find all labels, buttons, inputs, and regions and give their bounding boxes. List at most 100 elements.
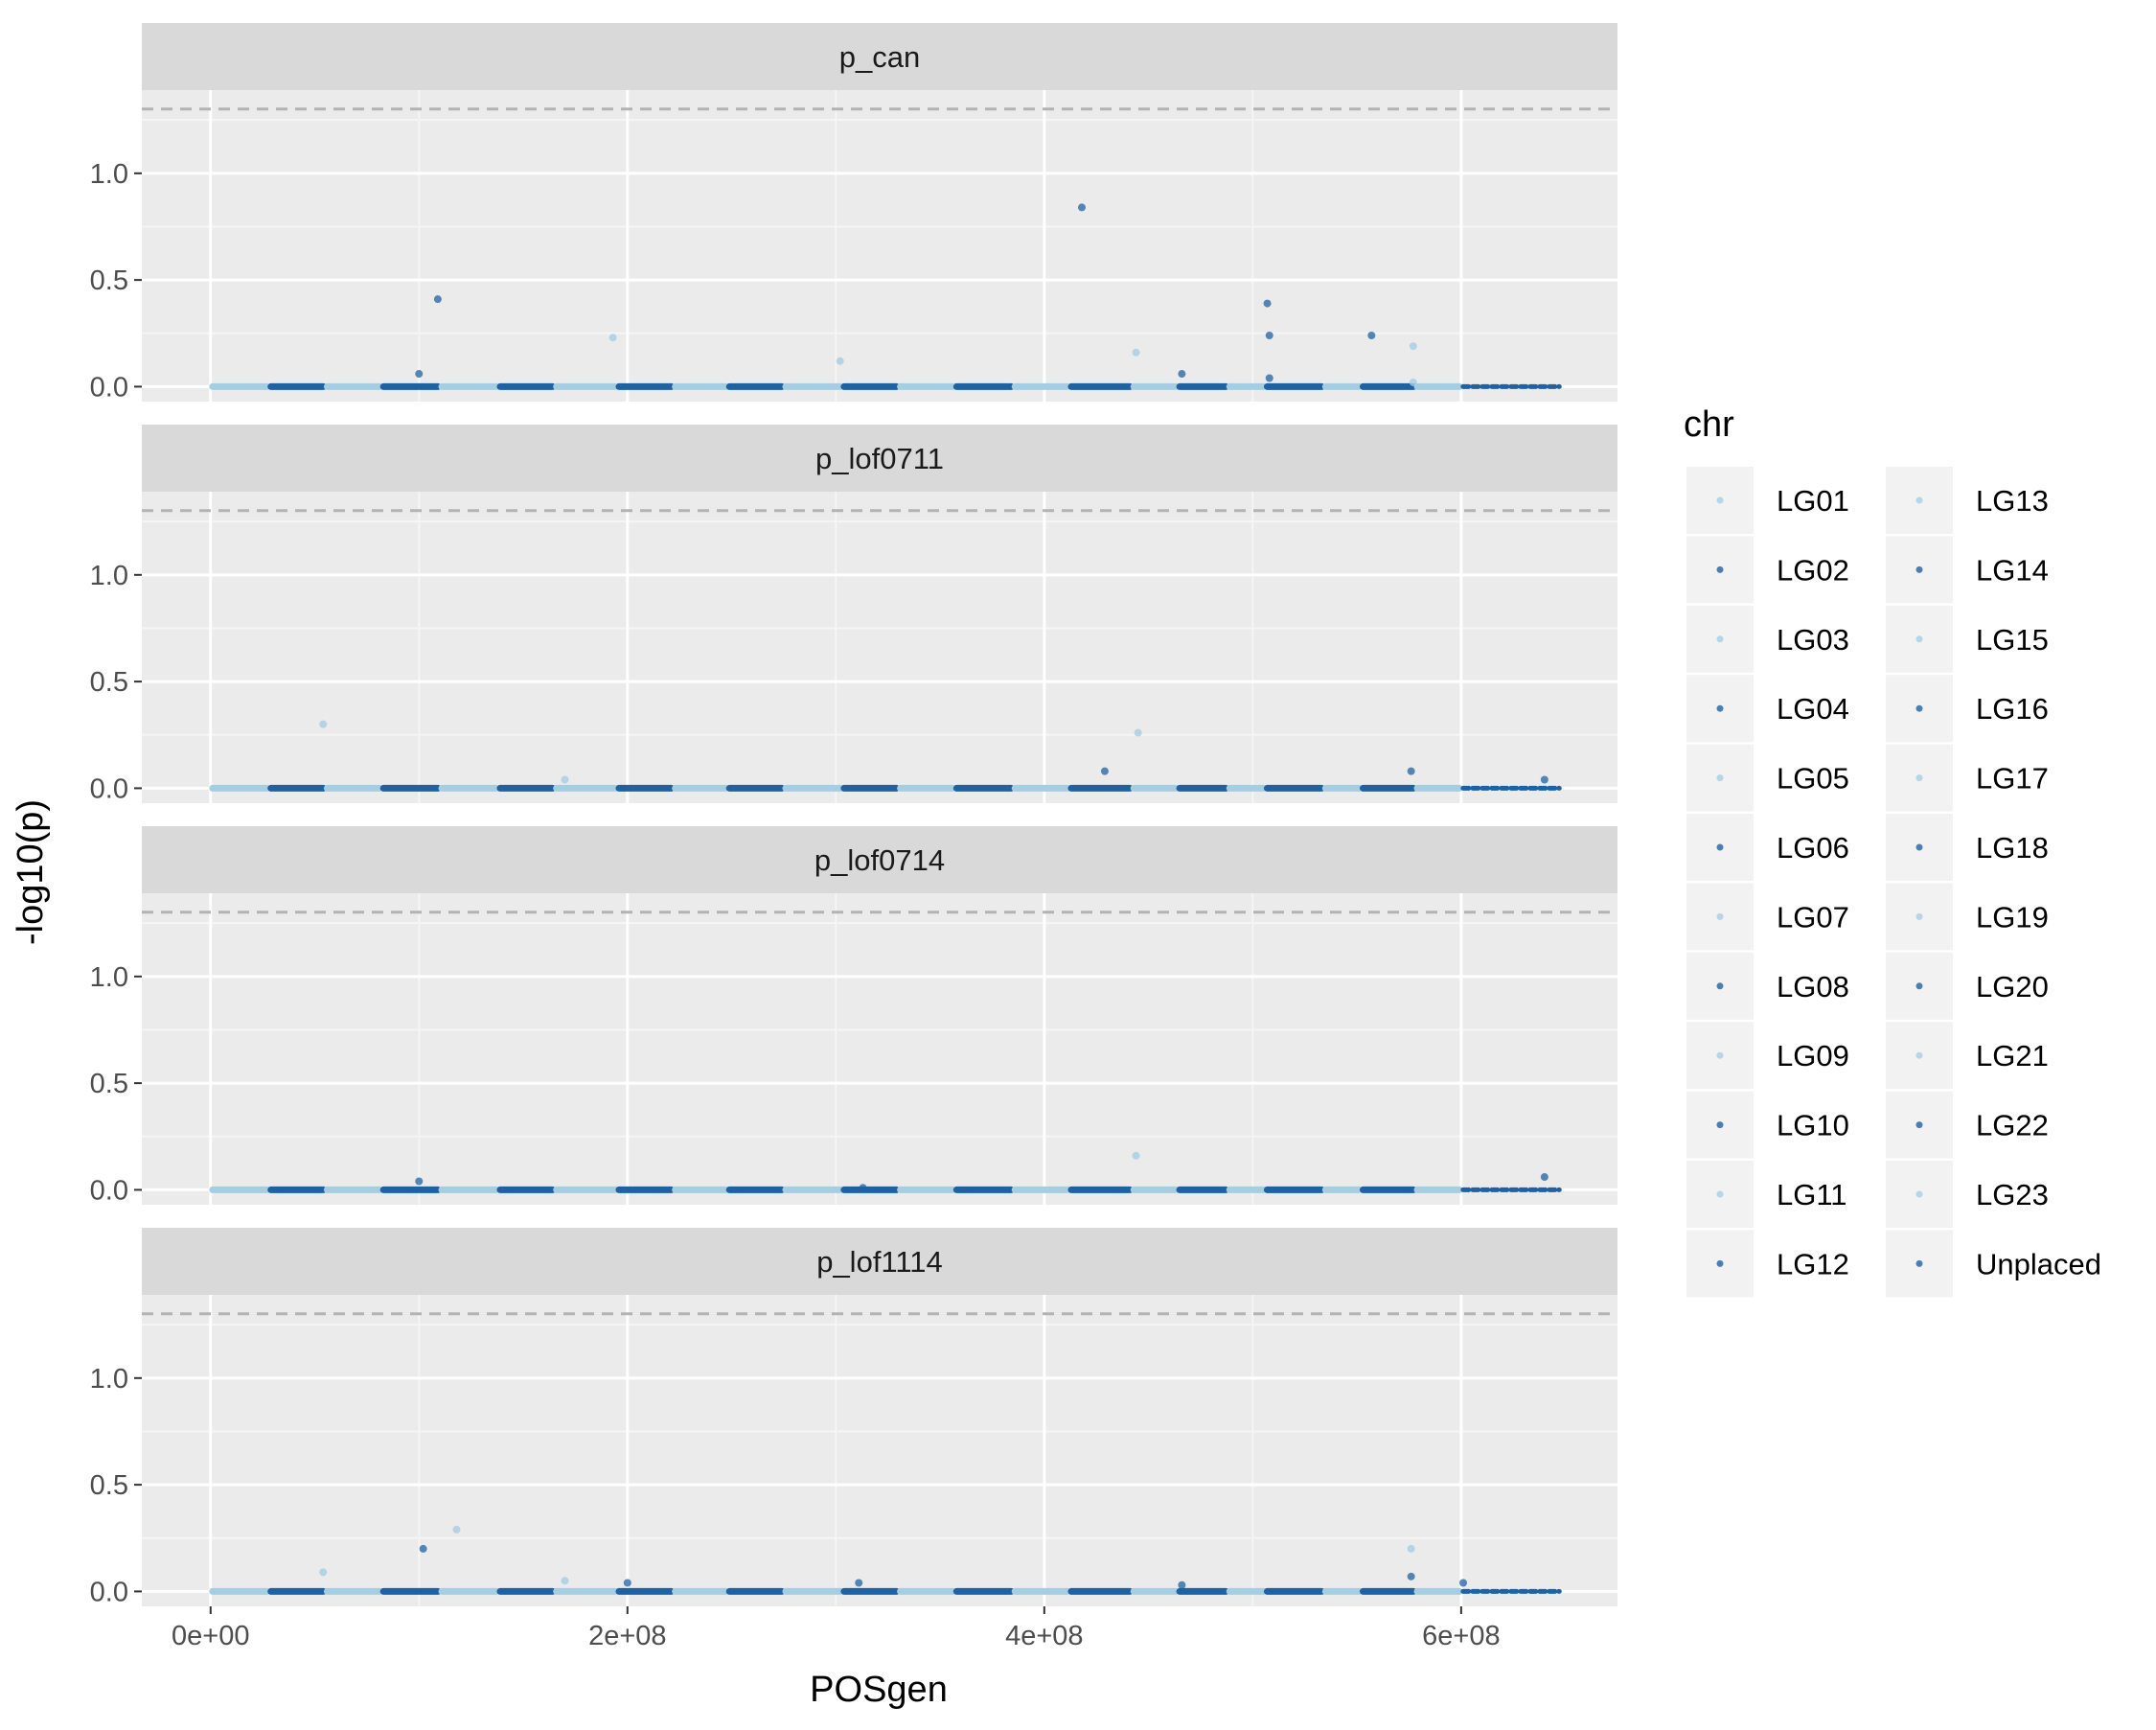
legend-item-LG12: LG12 — [1686, 1230, 1849, 1298]
legend-item-LG04: LG04 — [1686, 675, 1849, 743]
legend-key-point — [1716, 843, 1724, 851]
data-point — [1459, 1579, 1468, 1587]
facet-panel-p_can: p_can 0.0 0.5 1.0 — [90, 23, 1617, 403]
facet-strip-label: p_lof0714 — [814, 843, 945, 877]
facet-strip — [142, 826, 1617, 893]
legend-label: LG05 — [1777, 762, 1849, 796]
legend-label: LG10 — [1777, 1109, 1849, 1142]
legend-key-point — [1915, 912, 1923, 920]
legend-label: LG09 — [1777, 1039, 1849, 1073]
data-point — [1407, 1544, 1415, 1553]
y-axis-title: -log10(p) — [11, 799, 51, 945]
facet-strip — [142, 23, 1617, 90]
legend-key-point — [1716, 704, 1724, 712]
legend-item-LG11: LG11 — [1686, 1161, 1847, 1228]
panel-background — [142, 90, 1617, 402]
data-point — [1367, 331, 1376, 339]
data-point — [1407, 1572, 1415, 1580]
facet-strip-label: p_can — [839, 40, 920, 74]
legend-label: LG11 — [1777, 1178, 1847, 1211]
legend-key-point — [1915, 1190, 1923, 1198]
y-tick-label: 1.0 — [90, 1364, 128, 1395]
data-point — [855, 1579, 863, 1587]
legend-item-LG02: LG02 — [1686, 536, 1849, 604]
legend-label: LG20 — [1976, 970, 2049, 1003]
legend-label: LG01 — [1777, 484, 1849, 518]
legend-label: LG08 — [1777, 970, 1849, 1003]
facet-panel-p_lof0711: p_lof0711 0.0 0.5 1.0 — [90, 425, 1617, 804]
x-tick-label: 0e+00 — [172, 1621, 249, 1651]
legend-label: LG17 — [1976, 762, 2049, 796]
legend-item-LG01: LG01 — [1686, 467, 1849, 534]
data-point — [419, 1544, 427, 1553]
legend-key-point — [1915, 843, 1923, 851]
facet-strip-label: p_lof0711 — [815, 442, 944, 475]
data-point — [433, 295, 442, 304]
y-tick-label: 0.5 — [90, 1069, 128, 1099]
legend-item-Unplaced: Unplaced — [1886, 1230, 2101, 1298]
y-tick-label: 0.0 — [90, 372, 128, 403]
legend-label: LG22 — [1976, 1109, 2049, 1142]
x-tick-label: 6e+08 — [1422, 1621, 1500, 1651]
legend-label: LG02 — [1777, 553, 1849, 587]
legend-item-LG10: LG10 — [1686, 1091, 1849, 1159]
data-point — [859, 1184, 867, 1192]
legend-key-point — [1716, 565, 1724, 573]
data-point — [836, 357, 844, 365]
y-tick-label: 1.0 — [90, 962, 128, 993]
legend-item-LG09: LG09 — [1686, 1022, 1849, 1090]
legend-key-point — [1716, 912, 1724, 920]
legend-label: LG23 — [1976, 1178, 2049, 1211]
data-point — [608, 334, 617, 342]
data-point — [1407, 767, 1415, 775]
data-point — [319, 720, 328, 728]
x-axis-title: POSgen — [810, 1670, 948, 1710]
legend-key-point — [1716, 1190, 1724, 1198]
y-tick-label: 0.5 — [90, 667, 128, 698]
data-point — [1409, 378, 1417, 386]
y-tick-label: 0.5 — [90, 1470, 128, 1501]
legend-label: LG03 — [1777, 623, 1849, 657]
legend-item-LG19: LG19 — [1886, 883, 2049, 951]
data-point — [1134, 728, 1142, 737]
legend-item-LG18: LG18 — [1886, 814, 2049, 881]
data-point — [1178, 1580, 1186, 1589]
facet-panel-p_lof0714: p_lof0714 0.0 0.5 1.0 — [90, 826, 1617, 1206]
legend-key-point — [1915, 1259, 1923, 1267]
data-point — [1077, 203, 1086, 212]
data-point — [452, 1525, 461, 1534]
legend-item-LG22: LG22 — [1886, 1091, 2049, 1159]
data-point — [1178, 370, 1186, 379]
legend-key-point — [1716, 982, 1724, 990]
data-point — [415, 1177, 424, 1186]
x-tick-label: 4e+08 — [1005, 1621, 1083, 1651]
y-tick-label: 0.5 — [90, 265, 128, 296]
legend-item-LG14: LG14 — [1886, 536, 2049, 604]
legend-item-LG07: LG07 — [1686, 883, 1849, 951]
legend-label: LG14 — [1976, 553, 2049, 587]
legend-key-point — [1915, 704, 1923, 712]
facet-panel-p_lof1114: p_lof1114 0.0 0.5 1.0 — [90, 1228, 1617, 1607]
legend-title: chr — [1684, 404, 1734, 445]
legend-label: LG06 — [1777, 831, 1849, 865]
legend-key-point — [1716, 1259, 1724, 1267]
data-point — [415, 370, 424, 379]
y-tick-label: 0.0 — [90, 1175, 128, 1206]
legend-label: LG16 — [1976, 692, 2049, 726]
legend-item-LG03: LG03 — [1686, 605, 1849, 673]
legend-label: LG21 — [1976, 1039, 2049, 1073]
legend-label: LG13 — [1976, 484, 2049, 518]
legend-item-LG17: LG17 — [1886, 744, 2049, 812]
legend-key-point — [1716, 635, 1724, 643]
legend-item-LG20: LG20 — [1886, 952, 2049, 1020]
legend-item-LG08: LG08 — [1686, 952, 1849, 1020]
data-point — [1265, 374, 1273, 382]
data-point — [1132, 348, 1140, 357]
legend-item-LG21: LG21 — [1886, 1022, 2049, 1090]
data-point — [1540, 1173, 1548, 1182]
facet-strip — [142, 1228, 1617, 1295]
data-point — [1263, 299, 1272, 308]
data-point — [561, 1577, 569, 1585]
